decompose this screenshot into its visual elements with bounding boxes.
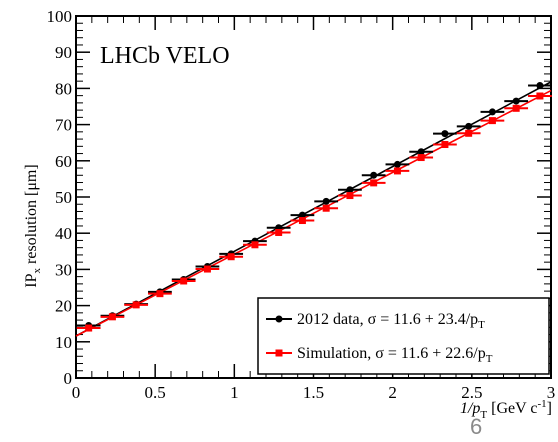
- x-axis-label: 1/pT [GeV c-1]: [460, 398, 552, 421]
- legend-marker-sim: [275, 349, 283, 357]
- data-point-1: [322, 204, 330, 212]
- data-point-0: [465, 122, 473, 130]
- data-point-1: [536, 92, 544, 100]
- y-tick-label: 90: [55, 43, 72, 62]
- x-tick-label: 1: [230, 383, 239, 402]
- x-tick-label: 1.5: [303, 383, 324, 402]
- x-tick-label: 3: [547, 383, 556, 402]
- data-point-1: [108, 313, 116, 321]
- legend-label-data: 2012 data, σ = 11.6 + 23.4/pT: [297, 311, 485, 331]
- x-tick-label: 0.5: [145, 383, 166, 402]
- data-points: [76, 82, 552, 332]
- data-point-0: [441, 130, 449, 138]
- data-point-0: [417, 148, 425, 156]
- data-point-1: [465, 129, 473, 137]
- data-point-0: [512, 97, 520, 105]
- axis-ticks: 0 10 20 30 40 50 60 70 80 90 100 0 0.5 1 1.5 2 2.5 3: [47, 7, 556, 402]
- x-tick-label: 2.5: [461, 383, 482, 402]
- data-point-1: [512, 104, 520, 112]
- data-point-1: [85, 324, 93, 332]
- data-point-1: [227, 253, 235, 261]
- data-point-0: [536, 82, 544, 90]
- data-point-1: [180, 277, 188, 285]
- data-point-1: [346, 192, 354, 200]
- y-tick-label: 60: [55, 152, 72, 171]
- data-point-0: [393, 160, 401, 168]
- y-tick-label: 30: [55, 260, 72, 279]
- data-point-1: [132, 301, 140, 309]
- y-tick-label: 10: [55, 333, 72, 352]
- y-tick-label: 20: [55, 297, 72, 316]
- data-point-0: [346, 186, 354, 194]
- y-tick-label: 40: [55, 224, 72, 243]
- data-point-0: [370, 171, 378, 179]
- data-point-1: [156, 290, 164, 298]
- data-point-1: [417, 154, 425, 162]
- data-point-0: [298, 211, 306, 219]
- data-point-1: [203, 265, 211, 273]
- x-tick-label: 0: [72, 383, 81, 402]
- legend-marker-data: [275, 315, 283, 323]
- data-point-1: [488, 117, 496, 125]
- x-tick-label: 2: [388, 383, 397, 402]
- data-point-0: [488, 108, 496, 116]
- data-point-1: [251, 241, 259, 249]
- y-tick-label: 50: [55, 188, 72, 207]
- y-tick-label: 100: [47, 7, 73, 26]
- y-tick-label: 80: [55, 79, 72, 98]
- data-point-1: [370, 179, 378, 187]
- legend-box: [257, 297, 550, 375]
- page-number: 6: [470, 414, 483, 439]
- y-tick-label: 70: [55, 116, 72, 135]
- data-point-1: [393, 167, 401, 175]
- data-point-1: [441, 141, 449, 149]
- data-point-0: [322, 197, 330, 205]
- chart-title: LHCb VELO: [100, 43, 230, 69]
- y-tick-label: 0: [64, 369, 73, 388]
- data-point-1: [275, 228, 283, 236]
- legend-label-sim: Simulation, σ = 11.6 + 22.6/pT: [297, 345, 493, 365]
- legend: 2012 data, σ = 11.6 + 23.4/pT Simulation…: [257, 297, 550, 375]
- data-point-1: [298, 217, 306, 225]
- y-axis-label: IPx resolution [μm]: [23, 164, 43, 287]
